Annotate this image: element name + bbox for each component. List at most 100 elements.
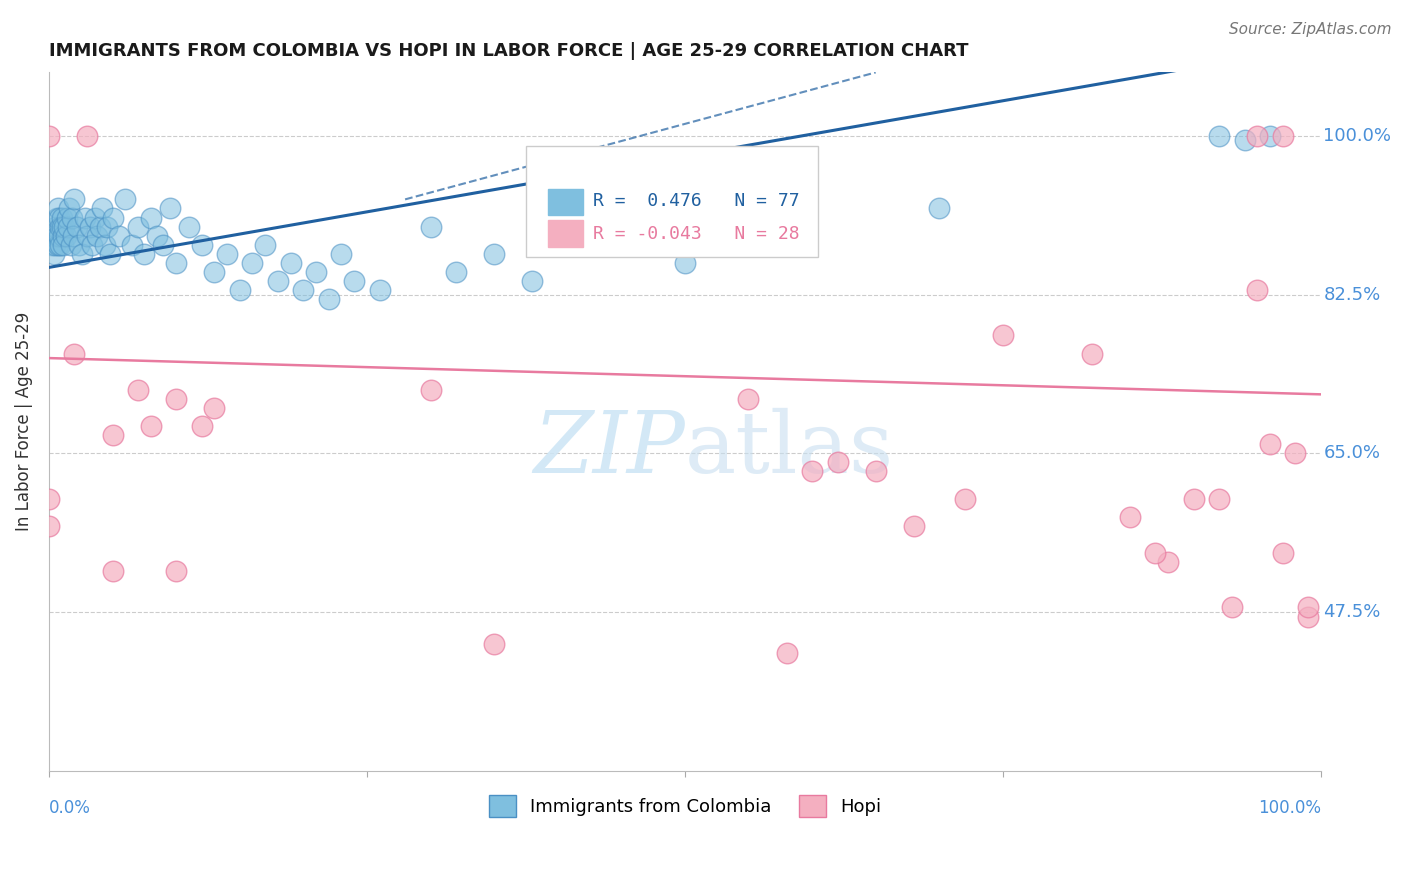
Point [1271,546,1294,560]
Point [202,265,225,279]
Point [1246,283,1268,297]
Point [673,256,696,270]
Point [305,265,328,279]
Text: R = -0.043   N = 28: R = -0.043 N = 28 [593,226,800,244]
Y-axis label: In Labor Force | Age 25-29: In Labor Force | Age 25-29 [15,312,32,531]
Point [165,564,187,578]
Point [280,256,302,270]
Point [146,228,169,243]
Point [1144,546,1167,560]
Point [101,428,124,442]
Point [48,228,70,243]
Point [419,383,441,397]
Point [1182,491,1205,506]
Point [139,419,162,434]
Point [52,228,75,243]
Point [572,228,595,243]
Point [865,465,887,479]
Point [1271,128,1294,143]
Point [139,211,162,225]
Point [177,219,200,234]
Legend: Immigrants from Colombia, Hopi: Immigrants from Colombia, Hopi [481,788,889,824]
Text: ZIP: ZIP [533,409,685,491]
Point [127,383,149,397]
Point [69,237,91,252]
Text: 82.5%: 82.5% [1323,285,1381,303]
Point [48,211,70,225]
Point [190,237,212,252]
Point [76,128,98,143]
Point [96,219,118,234]
Point [98,247,121,261]
Point [49,237,72,252]
Point [70,247,93,261]
Point [152,237,174,252]
Point [292,283,315,297]
Point [45,228,67,243]
Point [267,274,290,288]
Point [59,237,82,252]
Text: 65.0%: 65.0% [1323,444,1381,462]
Point [127,219,149,234]
Point [165,256,187,270]
Point [62,228,84,243]
Point [903,519,925,533]
Point [51,211,73,225]
Point [82,237,104,252]
Bar [547,189,583,215]
Point [827,455,849,469]
Text: R =  0.476   N = 77: R = 0.476 N = 77 [593,193,800,211]
Point [482,637,505,651]
Point [38,491,60,506]
Point [56,219,79,234]
Point [79,219,101,234]
Point [1246,128,1268,143]
Point [1258,128,1281,143]
Point [1081,346,1104,360]
Point [41,237,63,252]
Point [254,237,277,252]
Point [1296,600,1319,615]
Point [953,491,976,506]
Point [101,211,124,225]
Point [343,274,366,288]
Point [801,465,824,479]
Point [42,247,65,261]
Point [46,202,69,216]
Point [190,419,212,434]
Point [1208,128,1230,143]
Point [42,228,65,243]
Point [55,228,77,243]
Point [229,283,252,297]
Text: 100.0%: 100.0% [1323,127,1392,145]
Point [928,202,950,216]
Point [1233,133,1256,147]
Point [66,219,89,234]
Point [242,256,264,270]
Point [623,202,645,216]
Point [114,193,136,207]
Point [94,237,117,252]
Point [159,202,181,216]
Point [60,211,83,225]
Point [737,392,759,406]
Text: IMMIGRANTS FROM COLOMBIA VS HOPI IN LABOR FORCE | AGE 25-29 CORRELATION CHART: IMMIGRANTS FROM COLOMBIA VS HOPI IN LABO… [49,42,969,60]
Point [38,128,60,143]
Point [63,346,86,360]
Point [1119,509,1142,524]
Point [55,211,77,225]
Point [1284,446,1306,460]
Point [1208,491,1230,506]
Point [108,228,131,243]
Point [202,401,225,415]
Point [86,228,108,243]
Point [775,646,797,660]
Point [49,219,72,234]
Point [76,228,98,243]
Point [44,219,66,234]
Point [444,265,467,279]
Text: 100.0%: 100.0% [1258,798,1320,816]
Point [1157,555,1180,569]
Point [991,328,1014,343]
Point [1258,437,1281,451]
